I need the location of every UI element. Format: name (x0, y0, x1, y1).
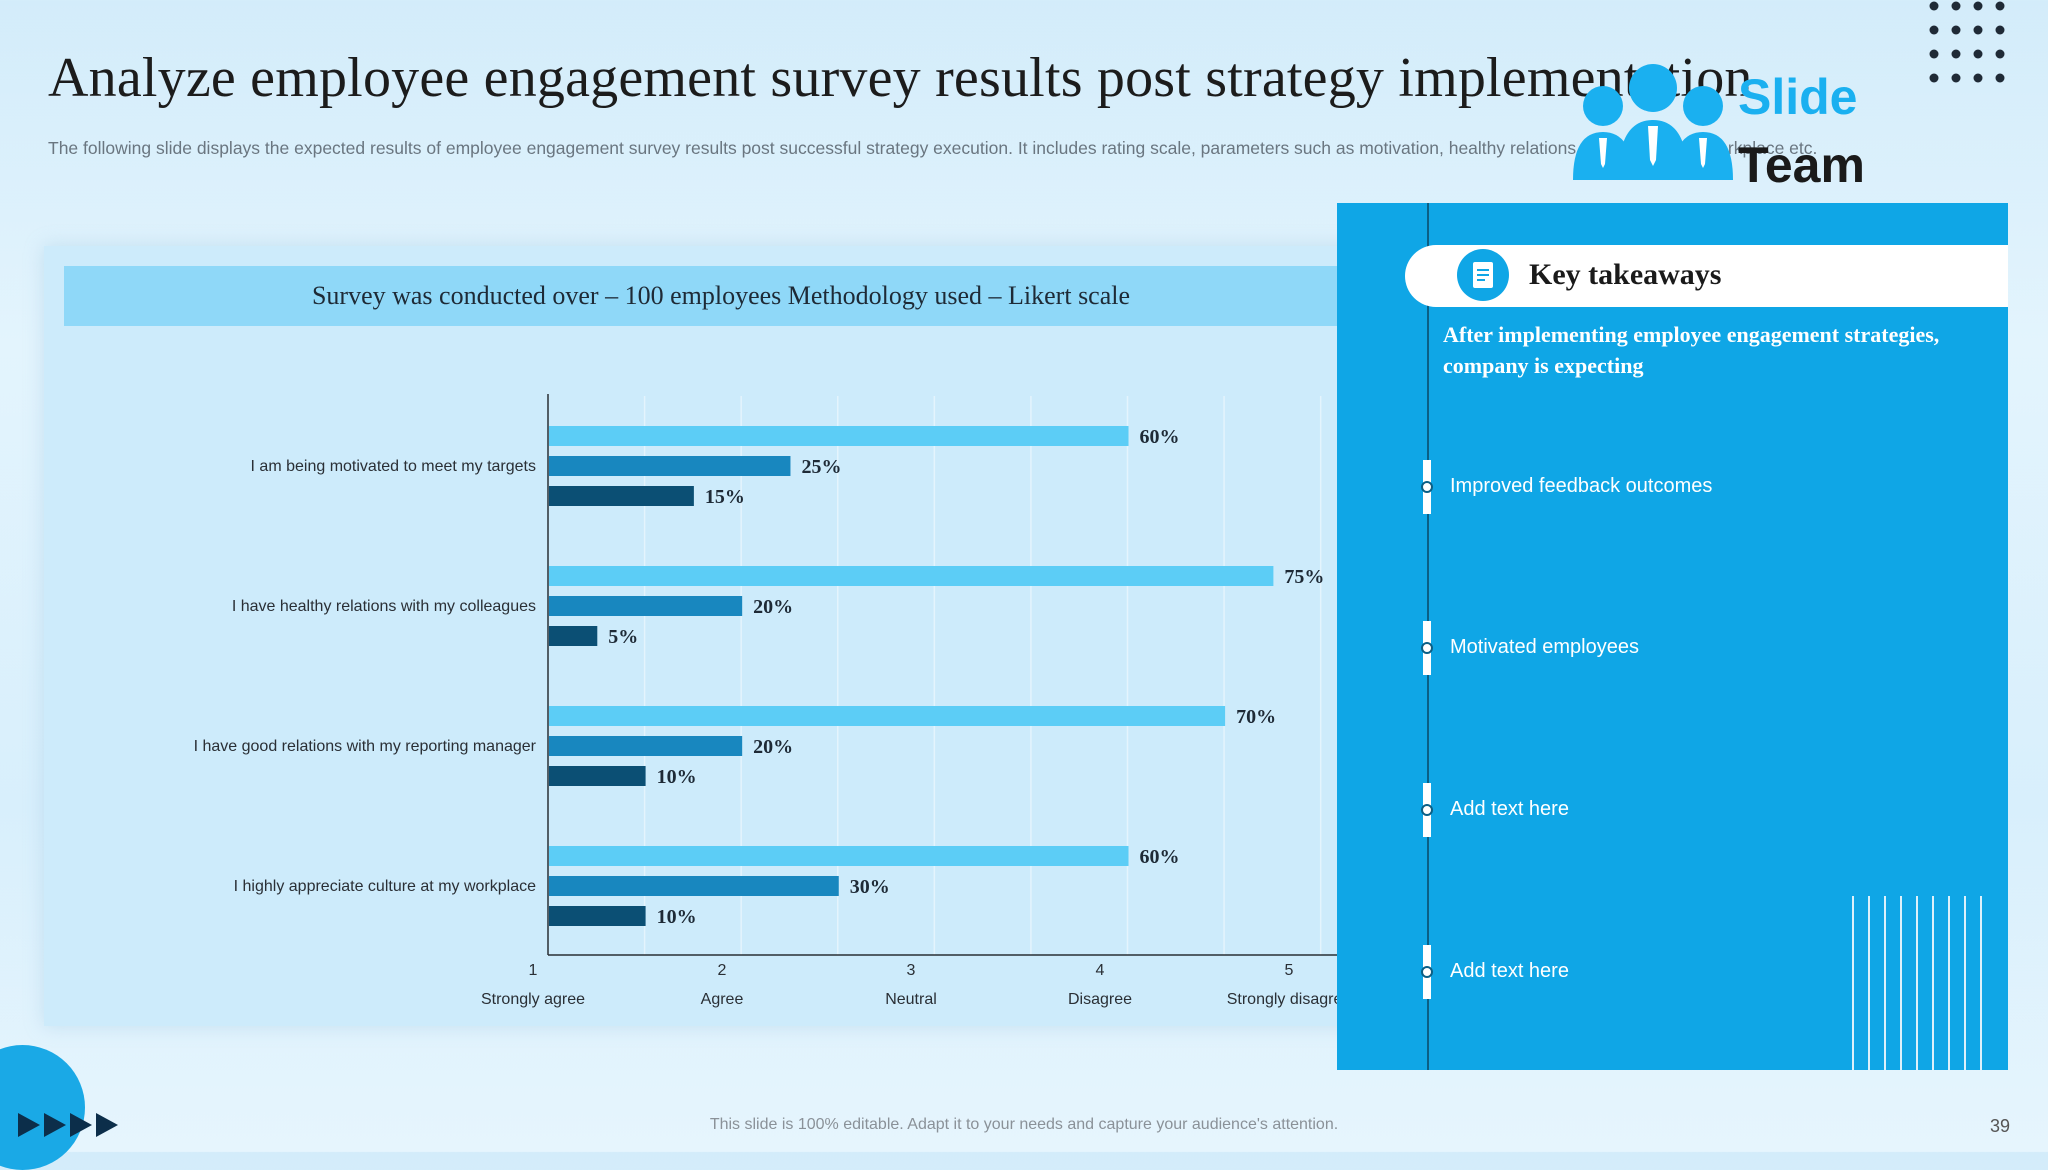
data-label: 5% (608, 626, 638, 648)
bar (549, 596, 743, 616)
takeaway-text: Add text here (1450, 798, 1569, 820)
category-label: I highly appreciate culture at my workpl… (234, 878, 536, 895)
key-takeaways-intro: After implementing employee engagement s… (1443, 322, 1940, 378)
bar (549, 426, 1129, 446)
document-icon (1457, 249, 1509, 301)
x-tick-number: 2 (718, 962, 727, 979)
slideteam-logo: Slide Team (1568, 58, 1898, 193)
x-tick-label: Agree (701, 991, 744, 1008)
bar (549, 626, 598, 646)
page-subtitle: The following slide displays the expecte… (48, 138, 1818, 158)
chart-header: Survey was conducted over – 100 employee… (64, 266, 1378, 326)
takeaway-text: Motivated employees (1450, 636, 1639, 658)
timeline-dot (1421, 481, 1433, 493)
x-tick-number: 1 (529, 962, 538, 979)
bar-chart: 60%25%15%I am being motivated to meet my… (194, 394, 1352, 1008)
data-label: 10% (657, 906, 697, 928)
bar (549, 486, 694, 506)
vertical-lines-decoration (1852, 896, 1982, 1070)
bar (549, 846, 1129, 866)
forward-arrows-icon (18, 1113, 118, 1137)
data-label: 15% (705, 486, 745, 508)
bar (549, 706, 1226, 726)
x-tick-number: 3 (907, 962, 916, 979)
key-takeaways-panel: Key takeaways After implementing employe… (1337, 203, 2008, 1070)
bar (549, 876, 839, 896)
data-label: 25% (801, 456, 841, 478)
page-number: 39 (1990, 1116, 2011, 1136)
footer-note: This slide is 100% editable. Adapt it to… (709, 1116, 1339, 1133)
data-label: 30% (850, 876, 890, 898)
timeline-dot (1421, 966, 1433, 978)
key-takeaways-header: Key takeaways (1405, 245, 2008, 307)
category-label: I have healthy relations with my colleag… (232, 598, 536, 615)
x-tick-label: Disagree (1068, 991, 1132, 1008)
x-tick-number: 5 (1285, 962, 1294, 979)
x-tick-label: Strongly disagree (1227, 991, 1352, 1008)
bar (549, 906, 646, 926)
bar (549, 456, 791, 476)
data-label: 75% (1284, 566, 1324, 588)
bar (549, 566, 1274, 586)
takeaway-text: Add text here (1450, 960, 1569, 982)
page-title: Analyze employee engagement survey resul… (48, 47, 1753, 109)
x-tick-number: 4 (1096, 962, 1105, 979)
logo-word-slide: Slide (1738, 69, 1858, 125)
data-label: 60% (1140, 426, 1180, 448)
data-label: 20% (753, 596, 793, 618)
data-label: 70% (1236, 706, 1276, 728)
data-label: 20% (753, 736, 793, 758)
people-icon (1573, 64, 1733, 180)
data-label: 60% (1140, 846, 1180, 868)
logo-word-team: Team (1738, 137, 1865, 193)
chart-panel: Survey was conducted over – 100 employee… (44, 246, 1396, 1026)
x-tick-label: Neutral (885, 991, 937, 1008)
bar (549, 766, 646, 786)
timeline-dot (1421, 642, 1433, 654)
dot-grid-decoration (1929, 1, 2005, 83)
corner-circle-decoration (0, 1045, 85, 1170)
data-label: 10% (657, 766, 697, 788)
timeline-dot (1421, 804, 1433, 816)
category-label: I am being motivated to meet my targets (251, 458, 536, 475)
takeaway-text: Improved feedback outcomes (1450, 475, 1713, 497)
key-takeaways-title: Key takeaways (1529, 258, 1722, 291)
bar (549, 736, 743, 756)
x-tick-label: Strongly agree (481, 991, 585, 1008)
category-label: I have good relations with my reporting … (194, 738, 537, 755)
